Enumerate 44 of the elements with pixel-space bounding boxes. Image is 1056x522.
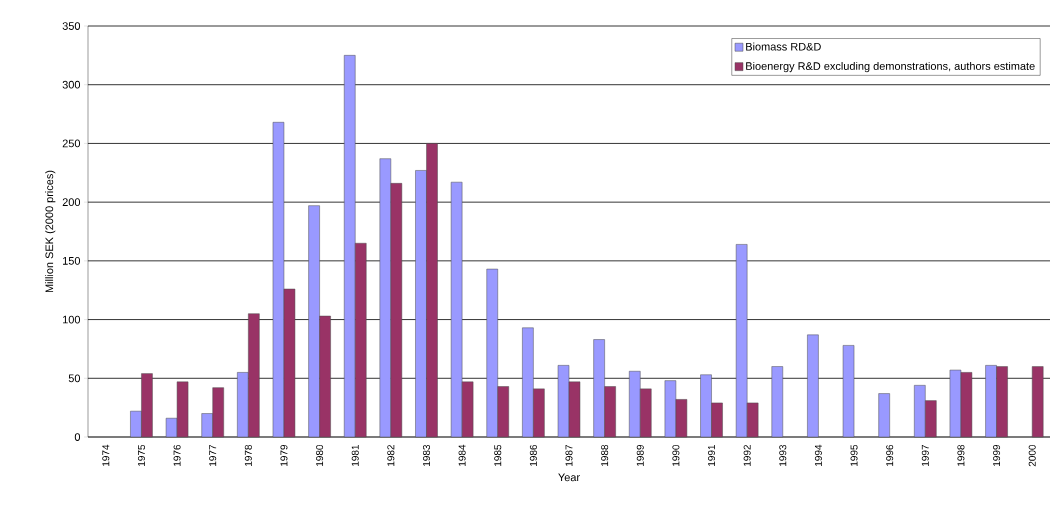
x-tick-label: 1983: [422, 444, 431, 466]
x-tick-label: 1980: [316, 444, 324, 466]
x-axis-title: Year: [558, 473, 580, 482]
y-tick-label: 350: [62, 22, 81, 30]
x-tick-label: 1991: [708, 445, 716, 466]
y-tick-label: 100: [63, 315, 81, 324]
x-tick-label: 1974: [102, 444, 110, 466]
x-tick-label: 1997: [921, 445, 929, 466]
x-tick-label: 1977: [209, 445, 217, 466]
x-tick-label: 1979: [280, 444, 288, 466]
x-tick-label: 1989: [636, 444, 644, 466]
x-tick-label: 1981: [351, 445, 359, 466]
bar: [1031, 366, 1044, 438]
x-tick-label: 1978: [244, 444, 252, 466]
legend-label: Bioenergy R&D excluding demonstrations, authors estimate: [746, 61, 1035, 73]
y-tick-label: 250: [62, 139, 81, 148]
x-tick-label: 1975: [137, 444, 145, 466]
y-tick-label: 50: [68, 374, 81, 383]
x-tick-label: 1995: [850, 444, 858, 466]
y-axis-title: Million SEK (2000 prices): [45, 170, 56, 293]
x-tick-label: 1996: [886, 444, 894, 466]
x-tick-label: 2000: [1028, 444, 1036, 467]
x-tick-label: 1998: [957, 444, 965, 466]
y-tick-label: 200: [62, 198, 81, 207]
bar: [842, 345, 855, 438]
x-tick-label: 1984: [458, 444, 466, 466]
bar: [771, 366, 784, 438]
x-tick-label: 1990: [672, 444, 680, 466]
y-tick-label: 0: [74, 433, 81, 441]
x-tick-label: 1988: [601, 444, 609, 466]
x-tick-label: 1976: [173, 444, 181, 466]
legend-label: Biomass RD&D: [746, 42, 821, 51]
x-tick-label: 1999: [993, 444, 1001, 466]
x-tick-label: 1994: [814, 444, 822, 466]
x-tick-label: 1993: [779, 444, 787, 466]
x-tick-label: 1987: [565, 445, 573, 466]
y-tick-label: 150: [63, 256, 81, 265]
x-tick-label: 1986: [529, 444, 537, 466]
x-tick-label: 1982: [387, 445, 395, 466]
bar: [878, 393, 890, 438]
y-tick-label: 300: [62, 80, 81, 89]
x-tick-label: 1985: [494, 444, 502, 466]
bar: [807, 334, 819, 438]
x-tick-label: 1992: [743, 445, 751, 466]
